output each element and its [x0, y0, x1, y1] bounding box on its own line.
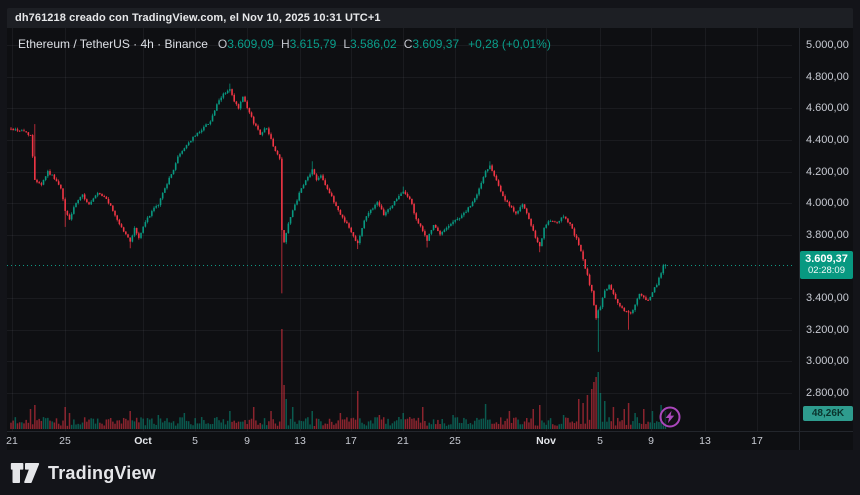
- price-axis-label: 5.000,00: [806, 39, 849, 51]
- price-axis-label: 4.400,00: [806, 133, 849, 146]
- flash-icon[interactable]: [658, 405, 682, 429]
- time-axis-label: 5: [597, 435, 603, 447]
- time-axis-label: 25: [449, 435, 461, 447]
- price-axis-label: 3.200,00: [806, 323, 849, 336]
- time-axis-label: 17: [345, 435, 357, 447]
- time-axis-border: [7, 431, 853, 432]
- attribution-bar: dh761218 creado con TradingView.com, el …: [7, 8, 853, 28]
- price-axis-label: 4.200,00: [806, 165, 849, 178]
- footer: TradingView: [10, 460, 156, 486]
- price-axis-label: 4.600,00: [806, 102, 849, 115]
- volume-value-label: 48,26K: [803, 406, 853, 421]
- time-axis-label: Nov: [536, 435, 556, 447]
- ohlc-high: H3.615,79: [280, 37, 337, 51]
- tradingview-logo-icon[interactable]: [10, 462, 40, 484]
- price-change: +0,28 (+0,01%): [468, 37, 551, 51]
- attribution-text: dh761218 creado con TradingView.com, el …: [15, 12, 381, 24]
- time-axis-label: 9: [244, 435, 250, 447]
- time-axis-label: 17: [751, 435, 763, 447]
- time-axis-label: 21: [397, 435, 409, 447]
- price-axis-label: 2.800,00: [806, 386, 849, 399]
- symbol-header[interactable]: Ethereum / TetherUS · 4h · Binance O3.60…: [18, 36, 551, 52]
- bar-countdown: 02:28:09: [808, 264, 845, 276]
- price-axis-label: 4.800,00: [806, 70, 849, 83]
- price-axis-label: 3.400,00: [806, 292, 849, 305]
- time-axis-label: 5: [192, 435, 198, 447]
- tradingview-logo-text[interactable]: TradingView: [48, 462, 156, 483]
- last-price-value: 3.609,37: [805, 252, 848, 265]
- time-axis-label: 13: [699, 435, 711, 447]
- symbol-title[interactable]: Ethereum / TetherUS · 4h · Binance: [18, 37, 208, 51]
- last-price-label: 3.609,37 02:28:09: [800, 250, 853, 279]
- time-axis-label: 25: [59, 435, 71, 447]
- time-axis-label: 9: [648, 435, 654, 447]
- chart-panel: Ethereum / TetherUS · 4h · Binance O3.60…: [6, 28, 853, 450]
- time-axis[interactable]: 21 25 Oct 5 9 13 17 21 25 Nov 5 9 13 17: [6, 432, 853, 450]
- ohlc-open: O3.609,09: [217, 37, 274, 51]
- time-axis-label: 21: [6, 435, 18, 447]
- time-axis-label: Oct: [134, 435, 152, 447]
- ohlc-low: L3.586,02: [343, 37, 397, 51]
- price-axis-label: 3.800,00: [806, 228, 849, 241]
- ohlc-close: C3.609,37: [403, 37, 460, 51]
- time-axis-label: 13: [294, 435, 306, 447]
- price-axis-label: 4.000,00: [806, 197, 849, 210]
- price-axis-label: 3.000,00: [806, 355, 849, 368]
- price-axis[interactable]: 5.000,00 4.800,00 4.600,00 4.400,00 4.200,00…: [800, 28, 853, 431]
- price-axis-border: [799, 28, 800, 450]
- candlestick-chart[interactable]: [7, 28, 853, 450]
